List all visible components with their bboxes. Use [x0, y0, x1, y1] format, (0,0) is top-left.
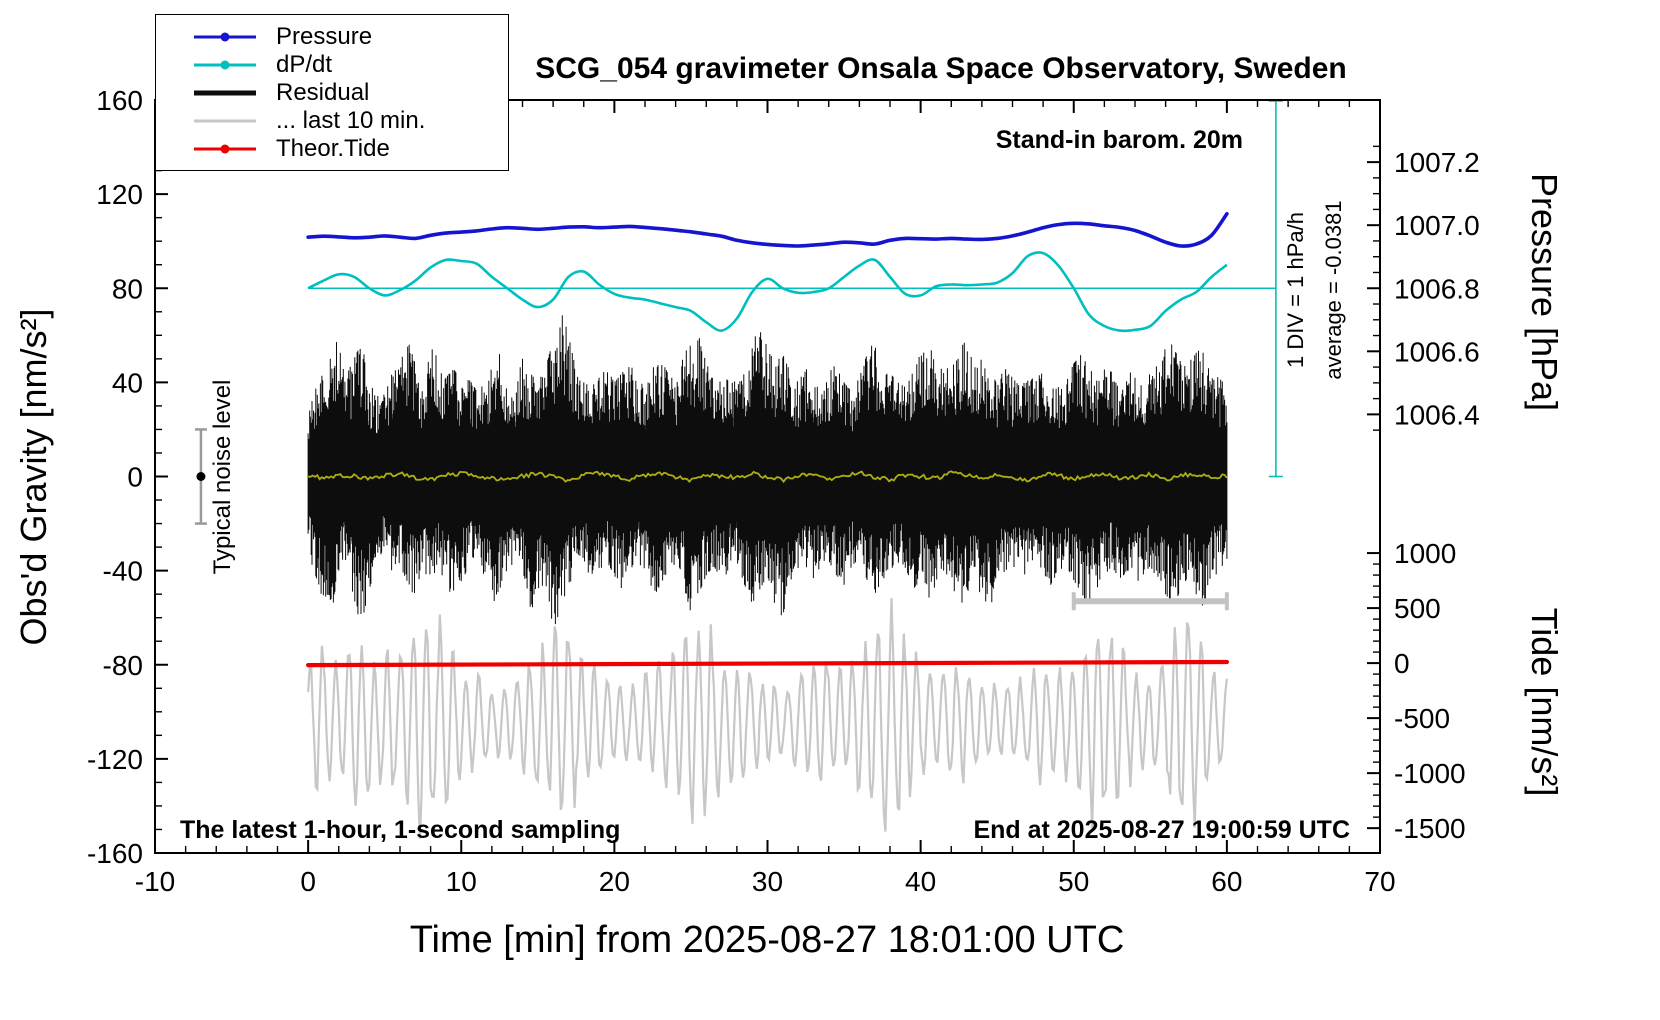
legend-item-residual: Residual — [194, 79, 502, 107]
gravity-tick-label: 120 — [96, 179, 143, 210]
pressure-line — [306, 212, 1229, 248]
legend-label-last10min: ... last 10 min. — [276, 107, 426, 134]
x-axis-label: Time [min] from 2025-08-27 18:01:00 UTC — [410, 919, 1125, 961]
legend-item-dpdt: dP/dt — [194, 51, 502, 79]
tide-tick-label: 1000 — [1394, 538, 1456, 569]
tide-tick-label: -500 — [1394, 703, 1450, 734]
noise-level-dot — [196, 472, 206, 481]
end-time-annotation: End at 2025-08-27 19:00:59 UTC — [973, 816, 1350, 844]
legend-item-theor-tide: Theor.Tide — [194, 135, 502, 163]
pressure-tick-label: 1007.2 — [1394, 147, 1480, 178]
tide-tick-label: 500 — [1394, 593, 1441, 624]
legend-item-pressure: Pressure — [194, 23, 502, 51]
legend: Pressure dP/dt Residual ... last 10 min.… — [155, 14, 509, 171]
gravity-tick-label: -80 — [103, 650, 143, 681]
residual-noise-band — [307, 315, 1228, 625]
legend-label-dpdt: dP/dt — [276, 51, 333, 78]
gravity-tick-label: -120 — [87, 744, 143, 775]
residual-smoothed-line — [307, 470, 1228, 484]
div-scale-annotation: 1 DIV = 1 hPa/h — [1283, 212, 1308, 368]
dpdt-line-swatch — [194, 60, 256, 70]
tide-tick-label: 0 — [1394, 648, 1410, 679]
page-title: SCG_054 gravimeter Onsala Space Observat… — [535, 52, 1347, 85]
x-tick-label: 0 — [300, 866, 316, 897]
x-tick-label: 50 — [1058, 866, 1089, 897]
x-tick-label: 70 — [1364, 866, 1395, 897]
residual-line-swatch — [194, 88, 256, 98]
standin-barometer-annotation: Stand-in barom. 20m — [996, 126, 1243, 154]
pressure-tick-label: 1006.4 — [1394, 399, 1480, 430]
theor-tide-line-swatch — [194, 144, 256, 154]
x-tick-label: 40 — [905, 866, 936, 897]
gravity-tick-label: 40 — [112, 367, 143, 398]
legend-label-pressure: Pressure — [276, 23, 373, 50]
gravity-tick-label: -40 — [103, 556, 143, 587]
average-annotation: average = -0.0381 — [1321, 200, 1346, 379]
gravity-axis-label: Obs'd Gravity [nm/s²] — [13, 309, 54, 646]
noise-level-label: Typical noise level — [209, 380, 236, 575]
gravity-tick-label: 0 — [127, 462, 143, 493]
legend-label-residual: Residual — [276, 79, 370, 106]
pressure-tick-label: 1006.8 — [1394, 273, 1480, 304]
x-tick-label: 20 — [599, 866, 630, 897]
gravity-tick-label: 80 — [112, 273, 143, 304]
pressure-axis-label: Pressure [hPa] — [1524, 173, 1565, 411]
gravity-tick-label: 160 — [96, 85, 143, 116]
series-layer — [306, 100, 1283, 839]
x-tick-label: 30 — [752, 866, 783, 897]
legend-item-last10min: ... last 10 min. — [194, 107, 502, 135]
gravity-tick-label: -160 — [87, 838, 143, 869]
pressure-line-swatch — [194, 32, 256, 42]
last10min-line-swatch — [194, 116, 256, 126]
x-tick-label: 60 — [1211, 866, 1242, 897]
pressure-tick-label: 1007.0 — [1394, 210, 1480, 241]
overlay-layer — [194, 428, 1229, 611]
pressure-tick-label: 1006.6 — [1394, 336, 1480, 367]
x-tick-label: 10 — [446, 866, 477, 897]
dpdt-line — [307, 251, 1228, 333]
sampling-annotation: The latest 1-hour, 1-second sampling — [180, 816, 620, 844]
last10min-zoom-line — [307, 598, 1228, 839]
legend-label-theor-tide: Theor.Tide — [276, 135, 390, 162]
tide-tick-label: -1000 — [1394, 758, 1466, 789]
theor-tide-line — [306, 659, 1230, 668]
x-tick-label: -10 — [135, 866, 175, 897]
tide-axis-label: Tide [nm/s²] — [1524, 608, 1565, 797]
tide-tick-label: -1500 — [1394, 813, 1466, 844]
